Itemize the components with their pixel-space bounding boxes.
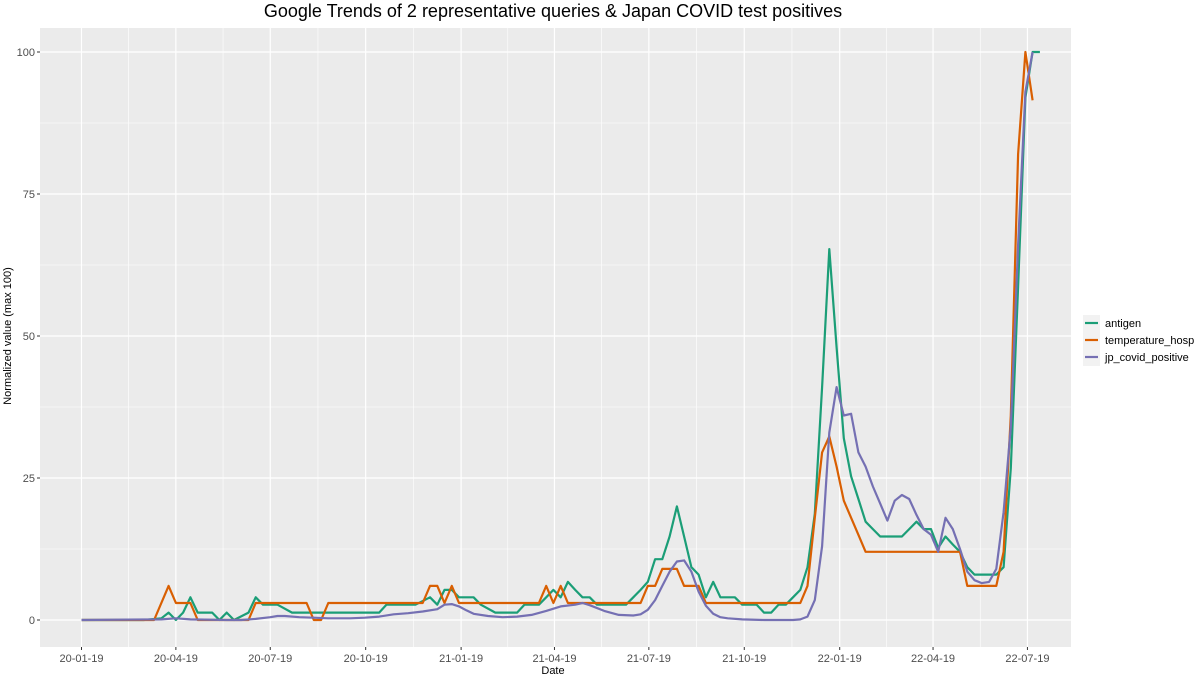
series-line-temperature-hosp [81,50,1034,622]
plot-panel [40,28,1071,647]
x-tick-label: 22-01-19 [818,653,862,665]
x-tick-label: 22-04-19 [911,653,955,665]
x-tick-label: 21-01-19 [439,653,483,665]
x-tick-label: 22-07-19 [1005,653,1049,665]
x-tick-label: 20-07-19 [248,653,292,665]
legend-label-temperature-hosp: temperature_hosp [1105,335,1194,347]
x-tick-label: 20-10-19 [344,653,388,665]
legend: antigen temperature_hosp jp_covid_positive [1083,315,1194,366]
y-tick-label: 25 [23,473,35,485]
panel-background [40,28,1071,647]
y-tick-label: 50 [23,331,35,343]
series-lines [81,50,1040,622]
axes: 0 25 50 75 100 20-01-19 20-04-19 20-07-19 20-10-… [17,47,1050,665]
x-tick-label: 20-04-19 [154,653,198,665]
legend-label-antigen: antigen [1105,318,1141,330]
series-line-jp-covid-positive [81,51,1034,622]
x-tick-label: 21-07-19 [627,653,671,665]
x-axis-title: Date [541,665,564,677]
y-tick-label: 75 [23,189,35,201]
y-axis-title: Normalized value (max 100) [2,267,14,405]
legend-label-jp-covid-positive: jp_covid_positive [1104,352,1189,364]
x-tick-label: 20-01-19 [59,653,103,665]
y-tick-label: 100 [17,47,35,59]
x-tick-label: 21-10-19 [722,653,766,665]
x-tick-label: 21-04-19 [532,653,576,665]
y-tick-label: 0 [29,615,35,627]
chart-title: Google Trends of 2 representative querie… [264,1,842,21]
series-line-antigen [81,50,1040,622]
